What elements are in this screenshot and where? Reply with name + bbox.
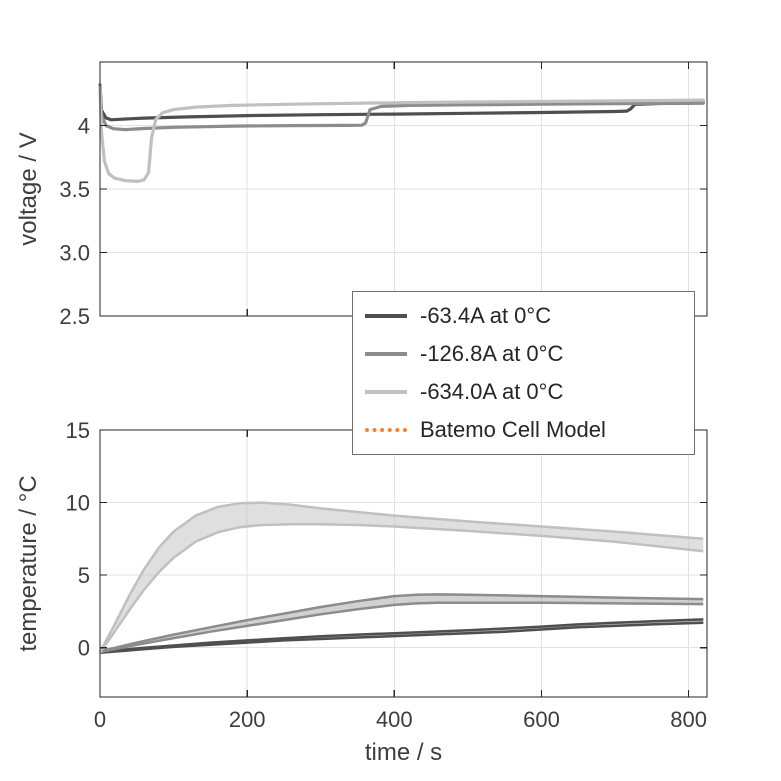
x-axis-label: time / s <box>365 739 442 766</box>
y-tick-label: 3.5 <box>59 177 90 202</box>
legend-entry-label: -126.8A at 0°C <box>420 341 564 366</box>
y-tick-label: 0 <box>78 636 90 661</box>
legend-entry: -634.0A at 0°C <box>353 373 694 411</box>
voltage-series-line-2 <box>98 85 705 183</box>
x-tick-label: 400 <box>376 707 413 732</box>
x-tick-label: 800 <box>670 707 707 732</box>
y-tick-label: 2.5 <box>59 304 90 329</box>
band-lower-line-0 <box>99 621 704 654</box>
legend-entry: -63.4A at 0°C <box>353 297 694 335</box>
x-tick-label: 0 <box>94 707 106 732</box>
y-tick-label: 5 <box>78 563 90 588</box>
legend-line-sample-solid <box>365 390 407 394</box>
y-tick-label: 10 <box>66 491 90 516</box>
voltage-series-line-0 <box>98 83 705 122</box>
y-tick-label: 4 <box>78 114 90 139</box>
y-tick-label: 3.0 <box>59 241 90 266</box>
legend-entry-label: Batemo Cell Model <box>420 417 606 442</box>
voltage-plot: 2.5 3.0 3.5 4 voltage / V <box>15 61 708 329</box>
x-tick-label: 200 <box>229 707 266 732</box>
legend-entry-label: -634.0A at 0°C <box>420 379 564 404</box>
band-upper-line-1 <box>99 593 704 653</box>
band-lower-line-2 <box>98 523 704 654</box>
legend: -63.4A at 0°C -126.8A at 0°C -634.0A at 0°… <box>352 291 695 455</box>
band-upper-line-0 <box>99 618 704 654</box>
legend-entry: -126.8A at 0°C <box>353 335 694 373</box>
legend-entry: Batemo Cell Model <box>353 411 694 449</box>
legend-line-sample-solid <box>365 352 407 356</box>
voltage-series-line-1 <box>98 83 705 132</box>
y-axis-label: voltage / V <box>15 132 42 245</box>
temperature-plot: 0 200 400 600 800 0 5 10 15 temperature / °C time … <box>15 418 708 766</box>
y-tick-label: 15 <box>66 418 90 443</box>
band-upper-line-2 <box>98 501 704 653</box>
axes-box <box>99 429 708 698</box>
legend-entry-label: -63.4A at 0°C <box>420 303 552 328</box>
band-lower-line-1 <box>99 601 704 654</box>
legend-line-sample-solid <box>365 314 407 318</box>
y-axis-label: temperature / °C <box>15 475 42 651</box>
x-tick-label: 600 <box>523 707 560 732</box>
temperature-band-1 <box>100 594 704 652</box>
legend-line-sample-dotted <box>365 428 407 432</box>
